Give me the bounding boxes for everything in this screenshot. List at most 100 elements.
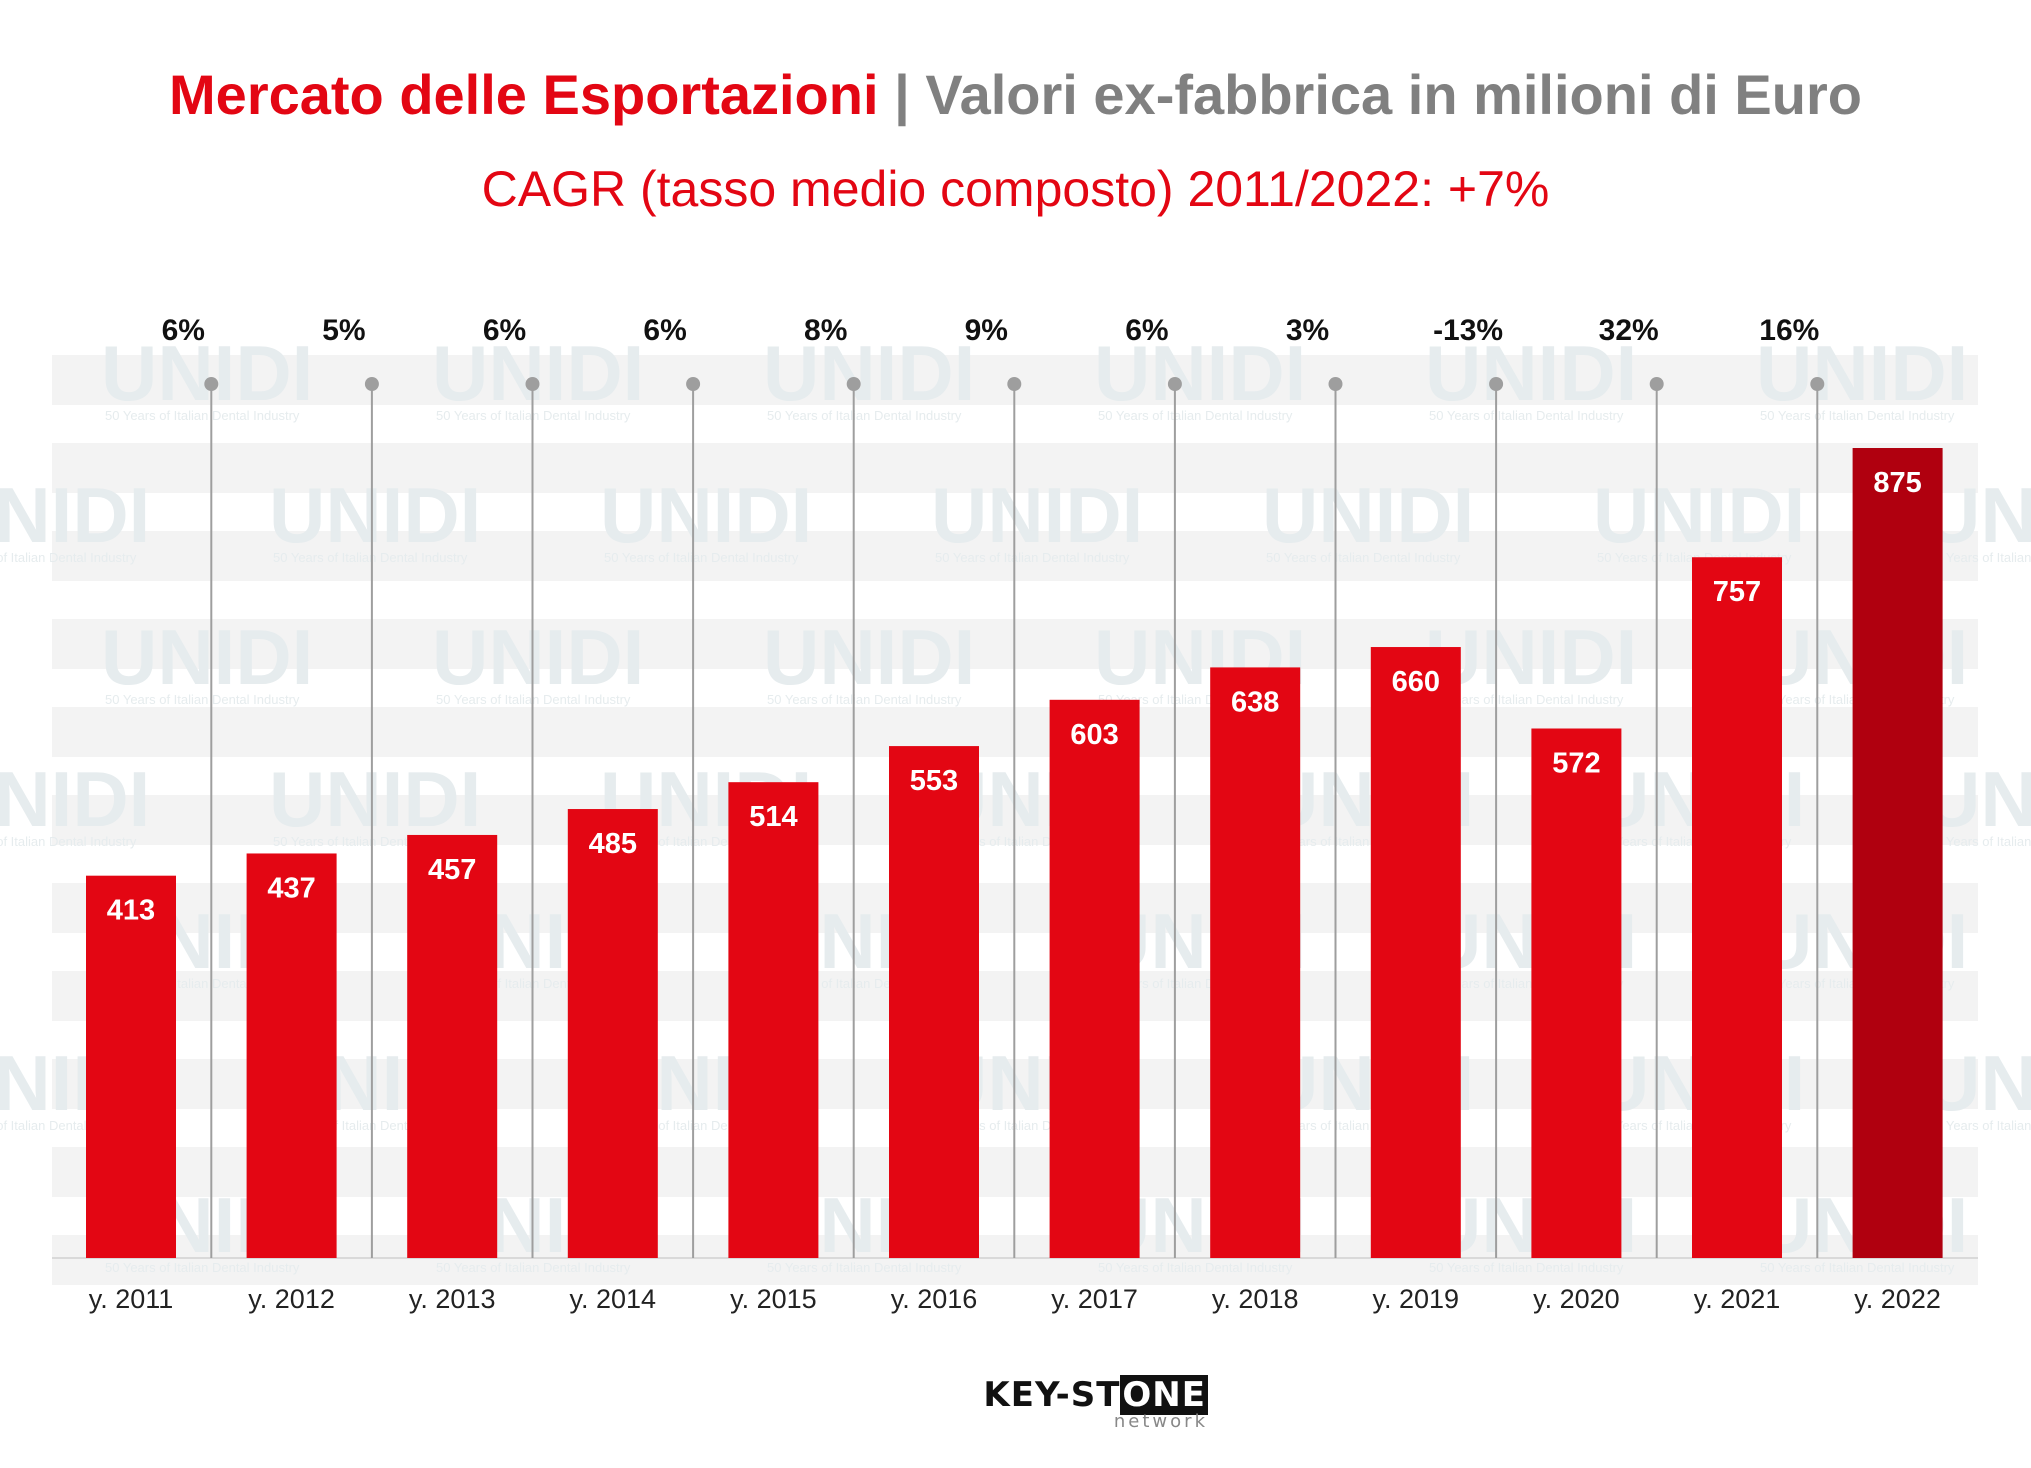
category-label: y. 2016: [891, 1284, 978, 1314]
growth-label: 5%: [322, 314, 365, 347]
watermark-tagline: 50 Years of Italian Dental Industry: [273, 550, 468, 565]
growth-label: 6%: [643, 314, 686, 347]
bar: [246, 853, 337, 1258]
logo-main: KEY-STONE: [868, 1375, 1208, 1415]
watermark-logo: UNIDI: [1425, 329, 1637, 417]
bar: [728, 782, 819, 1258]
bar: [567, 809, 658, 1258]
logo-main-b: ONE: [1120, 1375, 1208, 1415]
watermark-logo: UNIDI: [600, 471, 812, 559]
watermark-logo: UNIDI: [1756, 329, 1968, 417]
category-label: y. 2012: [248, 1284, 335, 1314]
watermark-tagline: 50 Years of Italian Dental Industry: [1266, 550, 1461, 565]
category-label: y. 2017: [1051, 1284, 1138, 1314]
watermark-tagline: 50 Years of Italian Dental Industry: [1429, 1260, 1624, 1275]
growth-connector-dot: [1649, 377, 1664, 391]
bar-value-label: 413: [107, 895, 155, 927]
watermark-tagline: 50 Years of Italian Dental Industry: [1760, 408, 1955, 423]
watermark-logo: UNIDI: [763, 613, 975, 701]
bar: [1210, 667, 1301, 1258]
watermark-tagline: 50 Years of Italian Dental Industry: [1429, 408, 1624, 423]
watermark-logo: UNIDI: [1094, 329, 1306, 417]
growth-connector-dot: [1007, 377, 1022, 391]
watermark-tagline: 50 Years of Italian Dental Industry: [1429, 692, 1624, 707]
watermark-logo: UNIDI: [432, 613, 644, 701]
growth-connector-dot: [1167, 377, 1182, 391]
bar-value-label: 572: [1552, 747, 1600, 779]
watermark-logo: UNIDI: [101, 613, 313, 701]
growth-connector-dot: [1489, 377, 1504, 391]
bar: [407, 834, 498, 1258]
watermark-tagline: 50 Years of Italian Dental Industry: [1760, 1260, 1955, 1275]
labels: 413 y. 2011 437 y. 2012 457 y. 2013 485 y. 2014…: [89, 314, 1941, 1314]
bar: [86, 875, 176, 1258]
watermark-tagline: 50 Years of Italian Dental Industry: [604, 550, 799, 565]
watermark-logo: UNIDI: [432, 329, 644, 417]
watermark-logo: UNIDI: [931, 471, 1143, 559]
watermark-tagline: 50 Years of Italian Dental Industry: [1098, 408, 1293, 423]
watermark-logo: UNIDI: [269, 755, 481, 843]
category-label: y. 2015: [730, 1284, 817, 1314]
category-label: y. 2020: [1533, 1284, 1620, 1314]
category-label: y. 2021: [1694, 1284, 1781, 1314]
bars: [86, 448, 1943, 1258]
bar: [889, 746, 979, 1258]
bar-value-label: 603: [1070, 719, 1118, 751]
bar-value-label: 457: [428, 854, 476, 886]
growth-label: 6%: [162, 314, 205, 347]
watermark-tagline: 50 Years of Italian Dental Industry: [0, 550, 137, 565]
bar-value-label: 514: [749, 801, 797, 833]
watermark-tagline: 50 Years of Italian Dental Industry: [767, 408, 962, 423]
growth-label: 3%: [1286, 314, 1329, 347]
keystone-logo: KEY-STONE network: [868, 1375, 1208, 1432]
watermark-logo: UNIDI: [0, 755, 150, 843]
bar-value-label: 638: [1231, 686, 1279, 718]
watermark-logo: UNIDI: [0, 471, 150, 559]
category-label: y. 2011: [89, 1284, 174, 1314]
watermark-tagline: 50 Years of Italian Dental Industry: [436, 1260, 631, 1275]
growth-label: -13%: [1433, 314, 1503, 347]
watermark-tagline: 50 Years of Italian Dental Industry: [767, 692, 962, 707]
growth-connector-dot: [525, 377, 540, 391]
bar: [1370, 647, 1461, 1258]
growth-connector-dot: [846, 377, 861, 391]
growth-connector-dot: [1810, 377, 1825, 391]
watermark-logo: UNIDI: [269, 471, 481, 559]
watermark-tagline: 50 Years of Italian Dental Industry: [1928, 834, 2031, 849]
title-part2: Valori ex-fabbrica in milioni di Euro: [925, 63, 1862, 126]
watermark-logo: UNIDI: [101, 329, 313, 417]
bar-value-label: 553: [910, 765, 958, 797]
watermark-tagline: 50 Years of Italian Dental Industry: [105, 692, 300, 707]
watermark-tagline: 50 Years of Italian Dental Industry: [767, 1260, 962, 1275]
title-separator: |: [894, 63, 910, 126]
growth-label: 9%: [965, 314, 1008, 347]
growth-label: 16%: [1759, 314, 1819, 347]
watermark-tagline: 50 Years of Italian Dental Industry: [105, 1260, 300, 1275]
bar: [1531, 728, 1622, 1258]
growth-label: 8%: [804, 314, 847, 347]
watermark-tagline: 50 Years of Italian Dental Industry: [1928, 1118, 2031, 1133]
bar-value-label: 485: [589, 828, 637, 860]
growth-connector-dot: [204, 377, 219, 391]
category-label: y. 2014: [570, 1284, 657, 1314]
growth-label: 6%: [1125, 314, 1168, 347]
watermark-tagline: 50 Years of Italian Dental Industry: [935, 550, 1130, 565]
watermark-logo: UNIDI: [1593, 471, 1805, 559]
logo-main-a: KEY-ST: [983, 1375, 1121, 1415]
growth-connector-dot: [364, 377, 379, 391]
watermark-tagline: 50 Years of Italian Dental Industry: [1928, 550, 2031, 565]
watermark-tagline: 50 Years of Italian Dental Industry: [105, 408, 300, 423]
bar: [1049, 699, 1140, 1258]
category-label: y. 2018: [1212, 1284, 1299, 1314]
category-label: y. 2013: [409, 1284, 496, 1314]
growth-label: 32%: [1599, 314, 1659, 347]
bar-value-label: 660: [1392, 666, 1440, 698]
growth-connectors: [204, 377, 1825, 1258]
bar: [1692, 557, 1782, 1258]
growth-label: 6%: [483, 314, 526, 347]
category-label: y. 2019: [1373, 1284, 1460, 1314]
bar-value-label: 437: [267, 872, 315, 904]
bar-value-label: 875: [1873, 467, 1921, 499]
growth-connector-dot: [1328, 377, 1343, 391]
